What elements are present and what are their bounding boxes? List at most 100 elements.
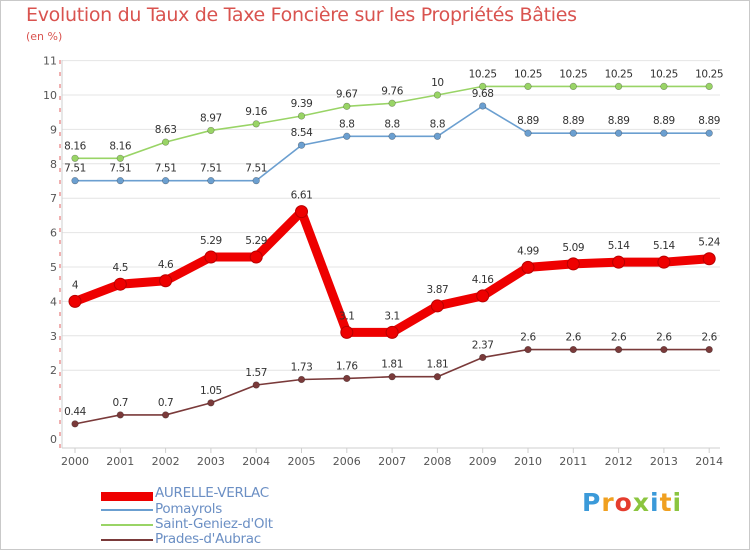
- data-label: 8.89: [517, 115, 539, 127]
- x-tick-label: 2012: [605, 455, 633, 468]
- data-point: [385, 325, 399, 339]
- data-label: 10.25: [650, 68, 678, 80]
- data-point: [159, 274, 173, 288]
- data-point: [162, 138, 170, 146]
- data-point: [340, 325, 354, 339]
- y-tick-label: 9: [50, 123, 57, 136]
- data-point: [343, 102, 351, 110]
- data-label: 7.51: [64, 163, 86, 175]
- chart-title: Evolution du Taux de Taxe Foncière sur l…: [26, 4, 577, 26]
- data-point: [614, 129, 623, 137]
- data-label: 8.97: [200, 112, 222, 124]
- data-label: 2.6: [566, 332, 582, 344]
- y-tick-label: 6: [50, 227, 57, 240]
- data-label: 4.5: [113, 262, 129, 274]
- data-label: 10.25: [514, 68, 542, 80]
- data-label: 8.16: [109, 140, 131, 152]
- y-tick-label: 4: [50, 295, 57, 308]
- y-tick-label: 3: [50, 330, 57, 343]
- data-label: 6.61: [291, 190, 313, 202]
- legend-label: Pomayrols: [155, 501, 222, 517]
- data-point: [612, 255, 626, 269]
- legend-swatch: [101, 509, 153, 511]
- x-tick-label: 2002: [152, 455, 180, 468]
- data-point: [252, 381, 260, 389]
- brand-letter: t: [659, 488, 673, 517]
- x-tick-label: 2001: [106, 455, 134, 468]
- data-label: 10.25: [469, 68, 497, 80]
- x-tick-label: 2011: [559, 455, 587, 468]
- data-label: 0.44: [64, 406, 86, 418]
- x-tick-label: 2013: [650, 455, 678, 468]
- data-label: 10.25: [695, 68, 723, 80]
- data-point: [479, 353, 487, 362]
- legend-label: Prades-d'Aubrac: [155, 531, 261, 547]
- y-tick-label: 5: [50, 261, 57, 274]
- data-point: [297, 112, 306, 120]
- brand-letter: r: [601, 488, 615, 517]
- data-label: 2.6: [701, 332, 717, 344]
- data-point: [113, 277, 127, 291]
- data-point: [343, 374, 351, 383]
- data-label: 9.16: [245, 106, 267, 118]
- data-point: [433, 91, 442, 99]
- legend-swatch: [101, 492, 153, 501]
- data-point: [249, 250, 263, 264]
- data-point: [705, 129, 713, 137]
- data-label: 7.51: [155, 163, 177, 175]
- data-point: [343, 132, 351, 140]
- data-point: [116, 411, 124, 419]
- data-point: [479, 102, 487, 110]
- x-tick-label: 2004: [242, 455, 270, 468]
- data-label: 4.16: [472, 274, 494, 286]
- data-label: 1.81: [381, 359, 403, 371]
- data-point: [71, 154, 79, 162]
- data-label: 5.29: [200, 235, 222, 247]
- data-point: [702, 252, 716, 266]
- data-label: 7.51: [245, 163, 267, 175]
- x-tick-label: 2005: [288, 455, 316, 468]
- data-point: [476, 289, 490, 303]
- y-tick-label: 10: [43, 89, 57, 102]
- data-point: [388, 99, 396, 107]
- data-label: 8.89: [653, 115, 675, 127]
- data-point: [569, 129, 577, 137]
- data-point: [162, 411, 170, 419]
- data-point: [207, 399, 215, 407]
- data-point: [207, 126, 215, 135]
- data-point: [71, 177, 79, 185]
- data-label: 5.09: [562, 242, 584, 254]
- data-point: [569, 345, 577, 354]
- data-label: 2.6: [656, 332, 672, 344]
- y-tick-label: 2: [50, 364, 57, 377]
- data-label: 10: [431, 77, 444, 89]
- x-tick-label: 2006: [333, 455, 361, 468]
- brand-letter: o: [614, 488, 633, 517]
- data-label: 1.57: [245, 367, 267, 379]
- data-label: 3.87: [427, 284, 449, 296]
- data-point: [566, 257, 580, 271]
- data-label: 5.14: [608, 240, 630, 252]
- data-label: 9.39: [291, 98, 313, 110]
- data-label: 3.1: [339, 310, 355, 322]
- proxiti-logo: Proxiti: [582, 488, 682, 517]
- legend-label: AURELLE-VERLAC: [155, 485, 269, 501]
- data-label: 1.05: [200, 385, 222, 397]
- data-label: 9.68: [472, 88, 494, 100]
- data-point: [116, 177, 124, 185]
- data-label: 10.25: [605, 68, 633, 80]
- data-label: 8.8: [430, 118, 446, 130]
- data-label: 8.16: [64, 140, 86, 152]
- data-label: 10.25: [559, 68, 587, 80]
- data-point: [433, 132, 442, 140]
- data-point: [657, 255, 671, 269]
- data-label: 2.6: [611, 332, 627, 344]
- data-point: [252, 120, 260, 128]
- data-label: 5.24: [698, 237, 720, 249]
- data-label: 7.51: [109, 163, 131, 175]
- data-label: 2.37: [472, 339, 494, 351]
- x-tick-label: 2010: [514, 455, 542, 468]
- data-point: [430, 299, 444, 313]
